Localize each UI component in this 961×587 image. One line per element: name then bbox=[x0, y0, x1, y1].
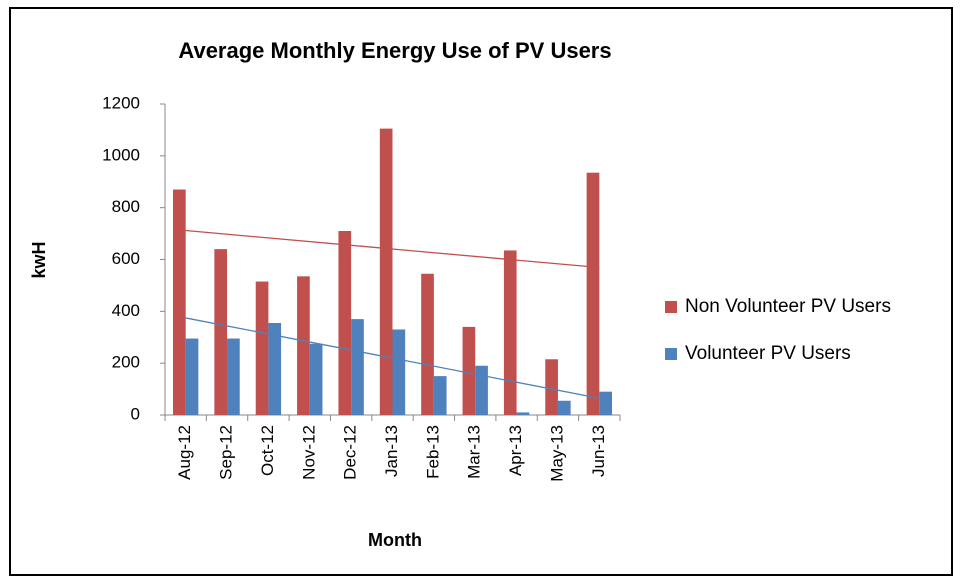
x-tick-label: Dec-12 bbox=[341, 425, 360, 480]
legend-swatch bbox=[665, 348, 677, 360]
y-axis-label: kwH bbox=[29, 241, 49, 278]
bar bbox=[214, 249, 228, 415]
y-tick-label: 0 bbox=[131, 404, 140, 423]
legend-swatch bbox=[665, 301, 677, 313]
x-tick-label: Feb-13 bbox=[423, 425, 442, 479]
bar bbox=[475, 365, 488, 415]
y-tick-label: 1200 bbox=[102, 93, 140, 112]
y-tick-label: 1000 bbox=[102, 145, 140, 164]
bar bbox=[516, 412, 530, 415]
legend-label: Non Volunteer PV Users bbox=[685, 296, 891, 317]
x-tick-label: May-13 bbox=[547, 425, 566, 482]
bar bbox=[586, 172, 600, 415]
x-tick-label: Nov-12 bbox=[299, 425, 318, 480]
bar bbox=[255, 281, 269, 415]
bar bbox=[297, 276, 310, 415]
bar bbox=[392, 329, 406, 415]
x-tick-label: Jun-13 bbox=[589, 425, 608, 477]
bar bbox=[503, 250, 517, 415]
x-tick-label: Oct-12 bbox=[258, 425, 277, 476]
bar bbox=[351, 319, 364, 415]
bar bbox=[268, 322, 282, 415]
bar bbox=[338, 230, 352, 415]
x-tick-label: Mar-13 bbox=[465, 425, 484, 479]
y-tick-label: 400 bbox=[112, 301, 140, 320]
x-tick-label: Sep-12 bbox=[217, 425, 236, 480]
bar bbox=[557, 400, 571, 415]
chart-title: Average Monthly Energy Use of PV Users bbox=[178, 38, 611, 63]
x-tick-label: Apr-13 bbox=[506, 425, 525, 476]
trendline bbox=[185, 317, 600, 399]
bar bbox=[379, 128, 393, 415]
x-axis-label: Month bbox=[368, 530, 422, 550]
bar bbox=[599, 391, 612, 415]
chart-frame bbox=[9, 7, 953, 576]
bar bbox=[309, 343, 323, 415]
bar bbox=[462, 326, 476, 415]
bar bbox=[227, 338, 240, 415]
legend-label: Volunteer PV Users bbox=[685, 343, 851, 364]
bar bbox=[545, 359, 558, 415]
bar bbox=[173, 189, 186, 415]
x-tick-label: Jan-13 bbox=[382, 425, 401, 477]
bar bbox=[185, 338, 199, 415]
x-tick-label: Aug-12 bbox=[175, 425, 194, 480]
y-tick-label: 800 bbox=[112, 197, 140, 216]
y-tick-label: 200 bbox=[112, 353, 140, 372]
trendline bbox=[185, 229, 600, 269]
bar bbox=[433, 376, 447, 415]
y-tick-label: 600 bbox=[112, 249, 140, 268]
bar bbox=[421, 273, 434, 415]
